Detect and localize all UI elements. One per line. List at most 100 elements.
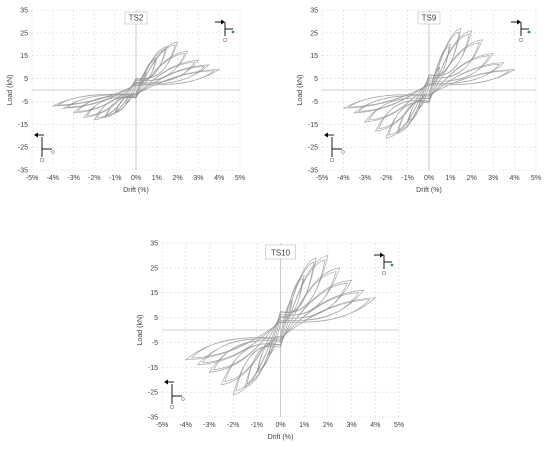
arrow-right-icon <box>380 252 384 258</box>
x-tick-label: -4% <box>47 175 59 182</box>
y-tick-label: 5 <box>24 76 28 83</box>
y-tick-label: 35 <box>150 241 158 248</box>
series-loop-5 <box>374 39 484 132</box>
gauge-mark <box>231 30 235 34</box>
x-tick-label: 3% <box>488 175 498 182</box>
loading-diagram-icon <box>215 19 235 43</box>
x-tick-label: -5% <box>26 175 38 182</box>
x-tick-label: -4% <box>179 422 191 429</box>
y-tick-label: 15 <box>20 53 28 60</box>
x-tick-label: 5% <box>394 422 404 429</box>
series-loop-7 <box>353 62 505 114</box>
chart-title: TS2 <box>129 14 144 23</box>
series-loop-6 <box>364 53 494 123</box>
x-tick-label: -2% <box>227 422 239 429</box>
loading-diagram-icon <box>374 252 394 276</box>
support-circle <box>222 37 228 43</box>
x-tick-label: -5% <box>156 422 168 429</box>
x-tick-label: 3% <box>347 422 357 429</box>
support-circle <box>39 157 45 163</box>
x-tick-label: 5% <box>235 175 245 182</box>
chart-panel-ts9: -5% -4% -3% -2% -1% 0% 1% 2% 3% 4% 5% 35 25 15 5 -5 -15 -… <box>297 8 541 195</box>
y-axis-title: Load (kN) <box>7 75 14 106</box>
series-loop-8 <box>52 69 221 107</box>
y-axis-title: Load (kN) <box>297 75 304 106</box>
series-loop-4 <box>93 41 179 121</box>
series-loop-5 <box>220 267 341 386</box>
x-tick-label: 0% <box>424 175 434 182</box>
series-loop-3 <box>104 46 168 118</box>
chart-title: TS9 <box>422 14 437 23</box>
y-tick-label: 25 <box>310 30 318 37</box>
y-tick-label: 35 <box>310 8 318 15</box>
chart-panel-ts10: -5% -4% -3% -2% -1% 0% 1% 2% 3% 4% 5% 35 25 15 5 -5 -15 -… <box>137 241 404 442</box>
series-loop-2 <box>256 274 305 373</box>
y-axis-title: Load (kN) <box>137 315 144 346</box>
title-box <box>265 244 296 260</box>
x-tick-label: -4% <box>337 175 349 182</box>
y-tick-label: -25 <box>308 145 318 152</box>
x-axis-title: Drift (%) <box>123 187 149 194</box>
series-loop-7 <box>61 64 210 109</box>
support-circle <box>381 270 387 276</box>
series-loop-4 <box>232 254 329 396</box>
y-tick-label: -35 <box>18 168 28 175</box>
y-tick-label: 25 <box>150 265 158 272</box>
x-tick-label: 2% <box>323 422 333 429</box>
x-tick-label: -1% <box>401 175 413 182</box>
series-loops <box>184 254 377 396</box>
arrow-left-icon <box>324 132 328 138</box>
x-tick-label: 1% <box>299 422 309 429</box>
loading-diagram-icon <box>324 132 345 163</box>
loading-diagram-icon <box>164 379 185 410</box>
x-tick-label: 5% <box>531 175 541 182</box>
y-tick-label: 5 <box>154 315 158 322</box>
y-tick-label: 35 <box>20 8 28 15</box>
arrow-left-icon <box>34 132 38 138</box>
support-circle <box>518 37 524 43</box>
x-tick-label: -3% <box>359 175 371 182</box>
y-tick-label: -15 <box>308 122 318 129</box>
arrow-right-icon <box>221 19 225 25</box>
y-tick-label: -25 <box>148 390 158 397</box>
series-loop-8 <box>184 297 377 361</box>
support-circle <box>169 404 175 410</box>
series-loops <box>52 41 221 121</box>
chart-title: TS10 <box>271 249 291 258</box>
y-tick-label: -5 <box>312 99 318 106</box>
y-tick-label: 25 <box>20 30 28 37</box>
title-box <box>417 11 441 25</box>
x-tick-label: 4% <box>214 175 224 182</box>
x-tick-label: -3% <box>203 422 215 429</box>
loading-diagram-icon <box>511 19 531 43</box>
y-tick-label: -5 <box>22 99 28 106</box>
x-tick-label: 2% <box>173 175 183 182</box>
y-tick-label: -15 <box>148 365 158 372</box>
series-loop-8 <box>343 69 516 109</box>
y-tick-label: -35 <box>308 168 318 175</box>
y-tick-label: -25 <box>18 145 28 152</box>
y-tick-label: 5 <box>314 76 318 83</box>
y-tick-label: -5 <box>152 340 158 347</box>
chart-panel-ts2: -5% -4% -3% -2% -1% 0% 1% 2% 3% 4% 5% 35 25 15 5 -5 -15 -… <box>7 8 245 195</box>
x-tick-label: 4% <box>510 175 520 182</box>
arrow-right-icon <box>517 19 521 25</box>
x-tick-label: -5% <box>316 175 328 182</box>
x-tick-label: -1% <box>251 422 263 429</box>
gauge-mark <box>181 397 185 401</box>
support-circle <box>329 157 335 163</box>
gauge-mark <box>527 30 531 34</box>
x-tick-label: 2% <box>467 175 477 182</box>
series-loop-7 <box>196 289 365 366</box>
x-axis-title: Drift (%) <box>268 434 294 441</box>
x-tick-label: -2% <box>88 175 100 182</box>
series-loop-4 <box>385 30 473 139</box>
title-box <box>124 11 148 25</box>
gauge-mark <box>390 263 394 267</box>
y-tick-label: 15 <box>310 53 318 60</box>
series-loops <box>343 27 516 139</box>
arrow-left-icon <box>164 379 168 385</box>
loading-diagram-icon <box>34 132 55 163</box>
y-tick-label: 15 <box>150 290 158 297</box>
